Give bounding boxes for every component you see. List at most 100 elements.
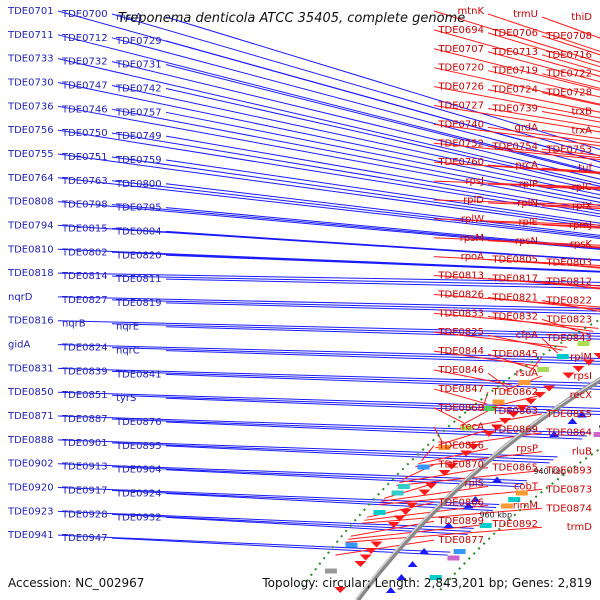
plus-strand-gene (387, 522, 400, 528)
plus-strand-gene (418, 489, 431, 496)
plus-strand-gene (393, 515, 406, 522)
leader-line-right (487, 13, 600, 52)
minus-strand-gene (576, 411, 587, 418)
leader-line-left (165, 373, 600, 390)
leader-line-left (165, 87, 600, 187)
gene-label-left: TDE0815 (61, 223, 108, 234)
gene-label-right: TDE0823 (545, 314, 592, 325)
gene-label-left: TDE0795 (115, 203, 162, 214)
gene-label-left: TDE0755 (7, 149, 54, 160)
gene-labels: TDE0701 TDE0700 msrA TDE0711 TDE0712 TDE0729 T… (7, 6, 592, 546)
gene-label-left: TDE0917 (61, 486, 108, 497)
leader-line-right (421, 445, 435, 461)
leader-line-left (111, 180, 600, 238)
annotation-block (438, 445, 451, 450)
gene-label-right: TDE0726 (437, 82, 484, 93)
gene-label-right: rplX (572, 201, 592, 212)
leader-line-left (165, 16, 600, 151)
minus-strand-gene (492, 476, 503, 483)
leader-line-left (165, 230, 600, 261)
minus-strand-gene (567, 418, 578, 424)
gene-label-right: rsuA (516, 368, 539, 379)
leader-line-left (165, 254, 600, 273)
minus-strand-gene (463, 502, 474, 509)
plus-strand-gene (562, 372, 575, 379)
gene-label-right: rplS (464, 478, 484, 489)
leader-line-left (165, 64, 600, 175)
gene-label-right: TDE0727 (437, 100, 484, 111)
gene-label-right: rluB (572, 447, 592, 458)
leader-line-left (165, 40, 600, 163)
leader-line-right (487, 202, 600, 208)
leader-line-right (487, 126, 600, 144)
plus-strand-gene (582, 359, 595, 366)
minus-strand-gene (549, 431, 560, 437)
gene-label-right: TDE0812 (545, 277, 592, 288)
leader-line-left (165, 421, 583, 440)
annotation-block (577, 341, 590, 346)
gene-label-right: rimM (513, 500, 538, 511)
gene-label-right: rpsI (573, 371, 592, 382)
gene-label-left: TDE0895 (115, 441, 162, 452)
gene-label-left: TDE0810 (7, 244, 54, 255)
gene-label-left: TDE0747 (61, 80, 108, 91)
gene-label-right: TDE0865 (491, 463, 538, 474)
gene-label-left: TDE0818 (7, 268, 54, 279)
leader-line-left (165, 183, 600, 236)
gene-label-right: TDE0870 (437, 460, 484, 471)
leader-line-left (57, 272, 600, 283)
leader-line-right (487, 372, 508, 389)
gene-label-right: TDE0899 (437, 516, 484, 527)
gene-label-right: trmD (567, 522, 593, 533)
annotation-block (518, 380, 531, 385)
leader-line-left (111, 347, 600, 362)
annotation-block (391, 490, 404, 496)
leader-line-right (384, 482, 435, 499)
gene-label-left: TDE0802 (61, 247, 108, 258)
leader-line-right (433, 123, 600, 147)
annotation-block (373, 510, 386, 515)
leader-line-right (433, 426, 443, 442)
leader-line-left (57, 320, 600, 334)
leader-line-right (345, 526, 543, 543)
gene-label-right: TDE0877 (437, 535, 484, 546)
gene-label-left: TDE0730 (7, 77, 54, 88)
leader-line-left (57, 487, 500, 506)
gene-label-right: trxB (571, 106, 592, 117)
plus-strand-gene (365, 548, 378, 554)
leader-line-right (433, 350, 539, 367)
leader-line-right (433, 48, 600, 91)
leader-line-left (57, 510, 474, 529)
gene-label-right: rplP (519, 179, 538, 190)
kbp-ticks: 740 kbp760 kbp780 kbp800 kbp820 kbp840 k… (479, 423, 600, 519)
leader-line-left (165, 207, 600, 249)
leader-line-right (487, 70, 600, 98)
minus-strand-gene (443, 522, 454, 528)
plus-strand-gene (460, 450, 473, 457)
leader-line-right (541, 281, 600, 290)
gene-label-right: TDE0855 (545, 409, 592, 420)
gene-label-right: recA (462, 422, 485, 433)
annotation-block (479, 523, 492, 528)
leader-line-left (111, 418, 587, 437)
leader-line-left (57, 296, 600, 309)
leader-line-left (57, 34, 600, 174)
leader-line-right (433, 180, 600, 188)
gene-label-right: rplW (461, 214, 484, 225)
gene-label-right: TDE0708 (545, 31, 592, 42)
annotation-block (429, 575, 442, 580)
annotation-block (508, 497, 521, 502)
leader-line-left (57, 367, 600, 384)
gene-label-left: TDE0827 (61, 295, 108, 306)
leader-line-right (418, 448, 489, 465)
minus-strand-gene (396, 574, 407, 580)
gene-label-left: TDE0839 (61, 366, 108, 377)
annotation-block (397, 484, 410, 489)
gene-label-left: TDE0816 (7, 316, 54, 327)
leader-line-right (433, 369, 512, 386)
plus-strand-gene (572, 366, 585, 372)
gene-label-right: TDE0740 (437, 119, 484, 130)
plus-strand-gene (499, 418, 512, 424)
gene-label-left: TDE0732 (61, 57, 108, 68)
gene-label-right: TDE0752 (437, 138, 484, 149)
